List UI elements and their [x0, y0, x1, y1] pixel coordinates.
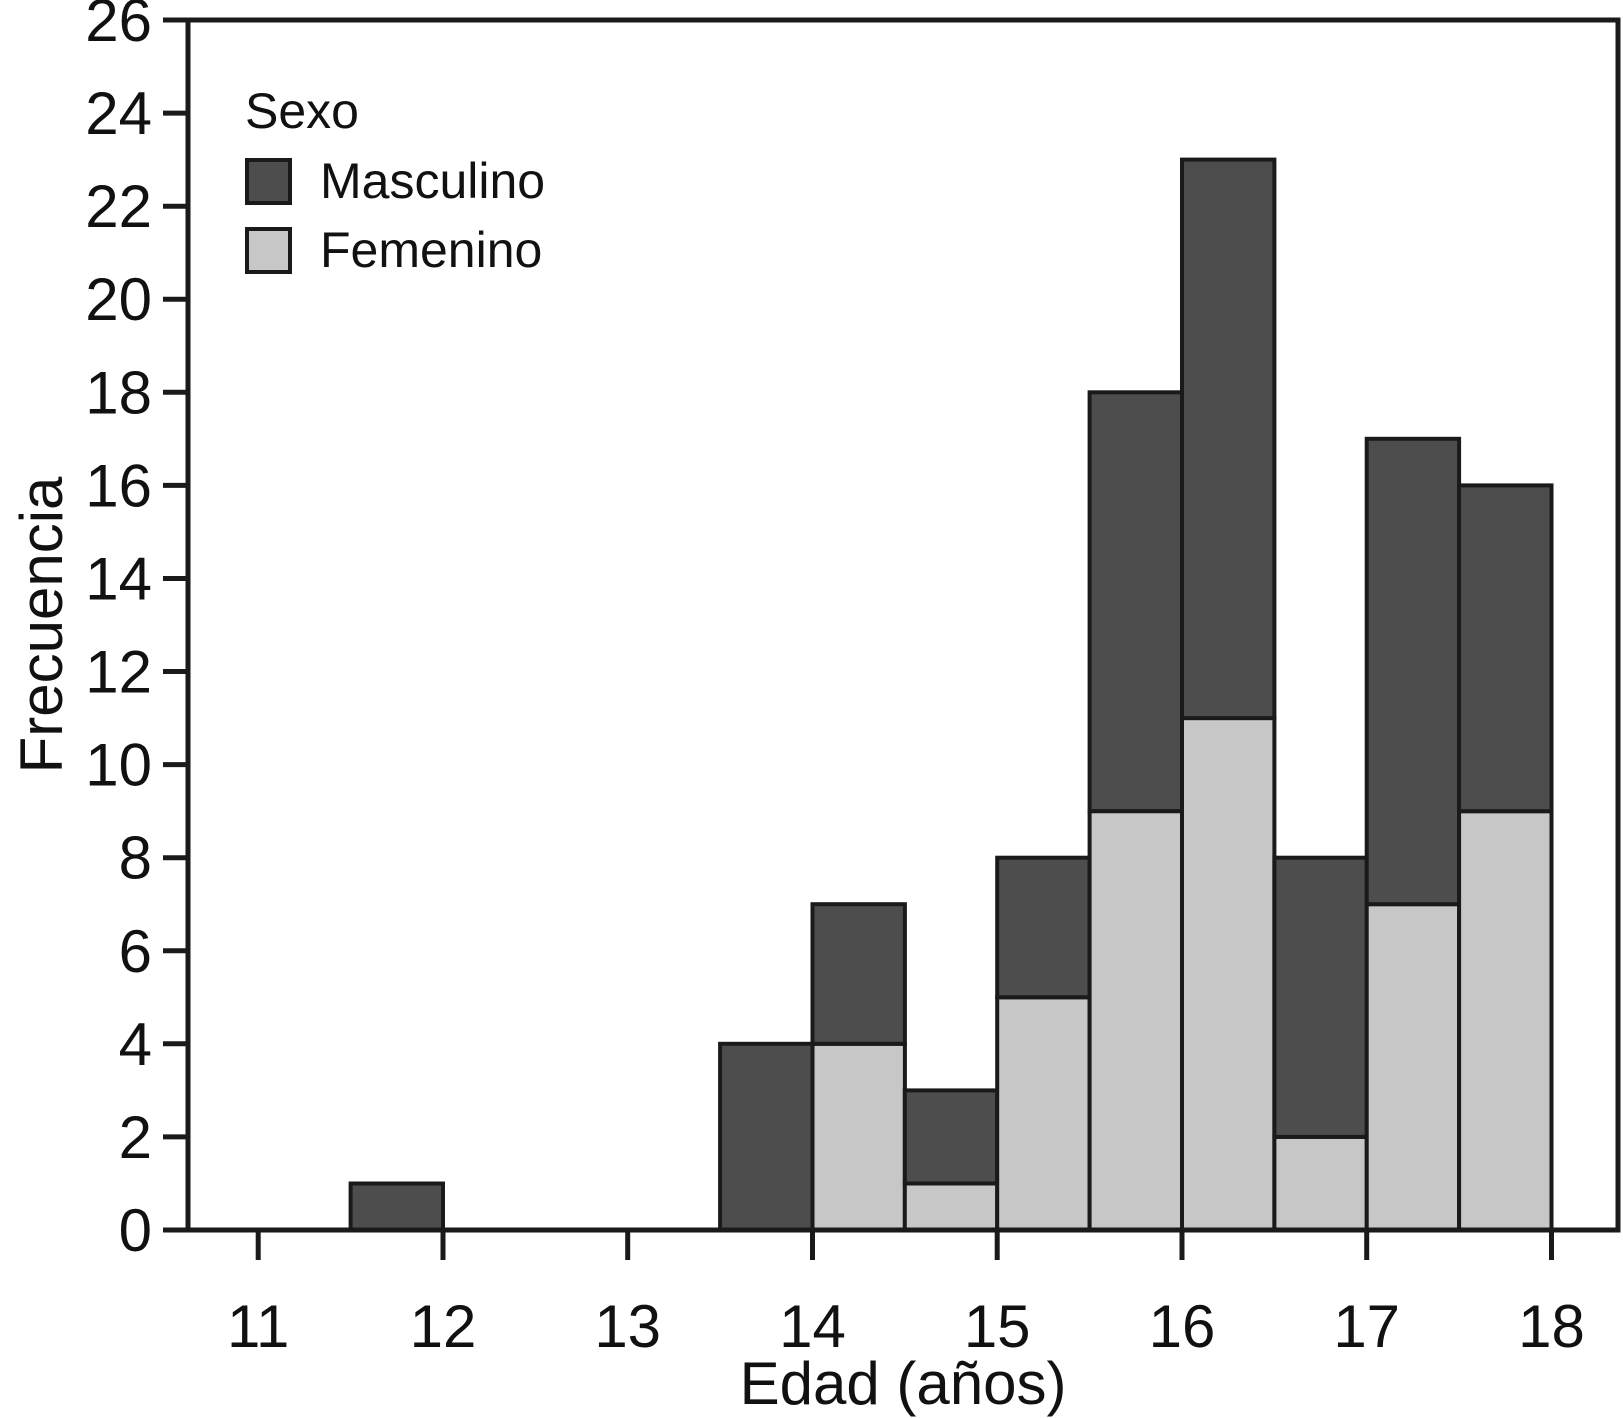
x-tick-label-16: 16	[1149, 1293, 1216, 1360]
bar-masculino-16.5-17	[1272, 855, 1369, 1139]
y-tick-label-2: 2	[119, 1104, 152, 1171]
x-tick-label-14: 14	[779, 1293, 846, 1360]
legend-title: Sexo	[245, 83, 359, 139]
bar-femenino-14.5-15	[902, 1181, 1000, 1232]
bar-masculino-17-17.5	[1364, 436, 1462, 907]
femenino-label: Femenino	[320, 222, 543, 278]
bar-masculino-14-14.5	[810, 902, 907, 1046]
bar-masculino-15-15.5	[995, 855, 1092, 1000]
bar-masculino-14.5-15	[902, 1088, 1000, 1186]
bar-femenino-17.5-18	[1457, 809, 1554, 1232]
x-tick-label-11: 11	[227, 1293, 289, 1360]
y-tick-label-8: 8	[119, 825, 152, 892]
y-tick-label-4: 4	[119, 1011, 152, 1078]
bar-femenino-16-16.5	[1180, 716, 1277, 1232]
bar-femenino-15-15.5	[995, 995, 1092, 1232]
bar-masculino-17.5-18	[1457, 483, 1554, 814]
x-tick-label-18: 18	[1518, 1293, 1585, 1360]
y-tick-label-14: 14	[85, 546, 152, 613]
y-tick-label-22: 22	[85, 173, 152, 240]
bar-femenino-17-17.5	[1364, 902, 1462, 1232]
x-axis-title: Edad (años)	[739, 1350, 1067, 1417]
y-tick-label-16: 16	[85, 452, 152, 519]
plot-frame	[185, 17, 1621, 1233]
y-tick-label-6: 6	[119, 918, 152, 985]
y-tick-label-24: 24	[85, 80, 152, 147]
legend-item-masculino: Masculino	[245, 156, 545, 206]
x-tick-label-12: 12	[410, 1293, 477, 1360]
bars-group	[348, 157, 1554, 1233]
bar-masculino-16-16.5	[1180, 157, 1277, 721]
masculino-swatch	[245, 157, 292, 205]
x-tick-label-17: 17	[1333, 1293, 1400, 1360]
y-tick-label-10: 10	[85, 732, 152, 799]
bar-femenino-15.5-16	[1087, 809, 1184, 1232]
femenino-swatch	[245, 226, 292, 274]
bar-femenino-16.5-17	[1272, 1134, 1369, 1233]
y-axis-title: Frecuencia	[8, 476, 75, 774]
y-tick-label-12: 12	[85, 639, 152, 706]
x-tick-label-15: 15	[964, 1293, 1031, 1360]
masculino-label: Masculino	[320, 153, 546, 209]
bar-masculino-11.5-12	[348, 1181, 446, 1232]
legend-item-femenino: Femenino	[245, 225, 545, 275]
x-axis-ticks: 11 12 13 14 15 16 17 18	[227, 1230, 1585, 1360]
legend: Sexo Masculino Femenino	[245, 86, 545, 294]
bar-femenino-14-14.5	[810, 1041, 907, 1233]
y-tick-label-20: 20	[85, 266, 152, 333]
x-tick-label-13: 13	[594, 1293, 661, 1360]
bar-masculino-15.5-16	[1087, 390, 1184, 814]
y-tick-label-0: 0	[119, 1197, 152, 1264]
y-tick-label-18: 18	[85, 359, 152, 426]
bar-masculino-13.5-14	[718, 1041, 815, 1233]
y-tick-label-26: 26	[85, 0, 152, 54]
